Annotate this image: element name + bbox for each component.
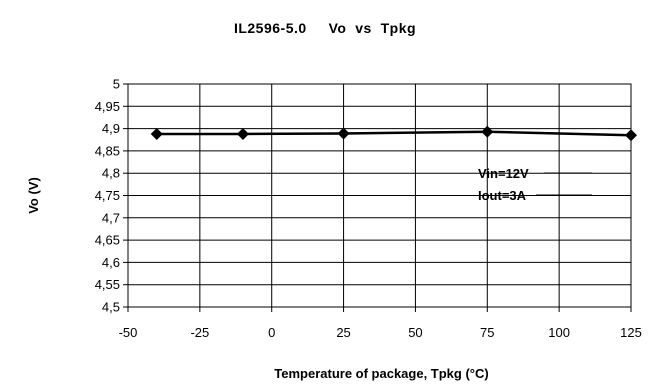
data-point-marker <box>625 129 637 142</box>
x-tick-label: 25 <box>336 325 350 340</box>
x-tick-label: 50 <box>408 325 422 340</box>
y-tick-label: 4,75 <box>95 188 120 203</box>
y-tick-label: 5 <box>113 77 120 92</box>
y-tick-label: 4,85 <box>95 143 120 158</box>
y-tick-label: 4,95 <box>95 99 120 114</box>
x-axis-ticks: -50 -25 0 25 50 75 100 125 <box>119 307 642 340</box>
annotation-vin: Vin=12V <box>478 166 529 181</box>
x-axis-label: Temperature of package, Tpkg (°C) <box>274 366 488 381</box>
x-tick-label: 125 <box>620 325 642 340</box>
x-tick-label: -50 <box>119 325 138 340</box>
data-point-marker <box>236 127 249 140</box>
series <box>150 125 637 142</box>
y-tick-label: 4,5 <box>102 300 120 315</box>
annotations: Vin=12V Iout=3A <box>478 166 592 203</box>
y-axis-label: Vo (V) <box>26 177 41 214</box>
annotation-iout: Iout=3A <box>478 188 527 203</box>
y-tick-label: 4,55 <box>95 277 120 292</box>
y-tick-label: 4,8 <box>102 166 120 181</box>
x-tick-label: 75 <box>480 325 494 340</box>
x-tick-label: 0 <box>268 325 275 340</box>
x-tick-label: 100 <box>548 325 570 340</box>
y-tick-label: 4,7 <box>102 210 120 225</box>
y-tick-label: 4,6 <box>102 255 120 270</box>
chart-title: IL2596-5.0 Vo vs Tpkg <box>233 20 417 36</box>
data-point-marker <box>481 125 494 138</box>
y-tick-label: 4,9 <box>102 121 120 136</box>
y-tick-label: 4,65 <box>95 233 120 248</box>
x-tick-label: -25 <box>190 325 209 340</box>
data-point-marker <box>337 127 350 140</box>
y-axis-ticks: 4,5 4,55 4,6 4,65 4,7 4,75 4,8 4,85 4,9 4,95 5 <box>95 77 128 315</box>
series-line <box>156 130 632 137</box>
data-point-marker <box>150 127 163 140</box>
